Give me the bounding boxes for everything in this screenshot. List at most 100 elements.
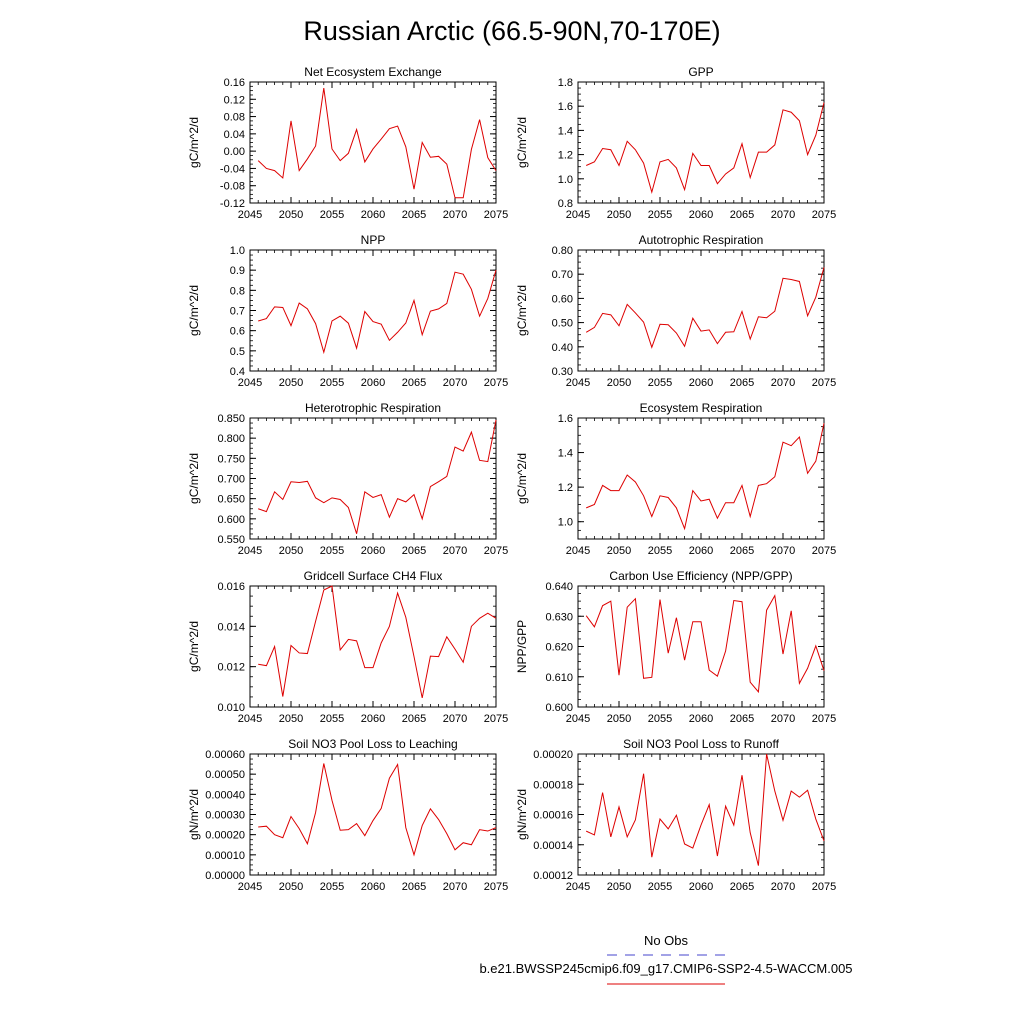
x-tick-label: 2045 [566, 545, 590, 557]
y-tick-label: -0.08 [220, 181, 245, 193]
x-tick-label: 2070 [771, 545, 795, 557]
legend: No Obs b.e21.BWSSP245cmip6.f09_g17.CMIP6… [479, 933, 853, 985]
y-tick-label: 1.2 [558, 482, 573, 494]
y-tick-label: 0.016 [217, 581, 245, 593]
chart-panel: Net Ecosystem Exchange gC/m^2/d 2045 2050 20… [187, 65, 508, 221]
series-line [585, 267, 825, 349]
panel-title: Heterotrophic Respiration [305, 401, 441, 415]
x-tick-label: 2060 [361, 713, 385, 725]
x-tick-label: 2050 [279, 881, 303, 893]
y-tick-label: 0.650 [217, 494, 245, 506]
y-tick-label: 0.30 [552, 366, 573, 378]
y-tick-label: 0.012 [217, 662, 245, 674]
x-tick-label: 2045 [238, 377, 262, 389]
panel-title: Carbon Use Efficiency (NPP/GPP) [609, 569, 792, 583]
y-tick-label: 0.8 [230, 285, 245, 297]
x-tick-label: 2065 [402, 713, 426, 725]
plot-frame [577, 417, 825, 540]
y-tick-label: 0.800 [217, 433, 245, 445]
y-tick-label: 0.014 [217, 621, 245, 633]
x-tick-label: 2045 [238, 881, 262, 893]
x-tick-label: 2075 [484, 545, 508, 557]
x-tick-label: 2065 [730, 545, 754, 557]
y-tick-label: 0.00050 [205, 769, 245, 781]
y-tick-label: 0.00000 [205, 870, 245, 882]
y-tick-label: 0.630 [545, 611, 573, 623]
chart-panel: NPP gC/m^2/d 2045 2050 2055 2060 2065 2070 2075 0… [187, 233, 508, 389]
x-tick-label: 2045 [566, 377, 590, 389]
y-tick-label: 0.00020 [533, 749, 573, 761]
x-tick-label: 2055 [320, 209, 344, 221]
y-tick-label: 0.6 [230, 326, 245, 338]
y-tick-label: 0.00018 [533, 779, 573, 791]
y-tick-label: 0.70 [552, 269, 573, 281]
x-tick-label: 2060 [689, 713, 713, 725]
y-tick-label: 0.08 [224, 112, 245, 124]
x-tick-label: 2075 [812, 209, 836, 221]
y-tick-label: 0.00020 [205, 830, 245, 842]
x-tick-label: 2060 [689, 209, 713, 221]
y-tick-label: 0.5 [230, 346, 245, 358]
y-axis-label: gC/m^2/d [515, 453, 529, 504]
figure-title: Russian Arctic (66.5-90N,70-170E) [303, 16, 720, 46]
y-axis-label: gC/m^2/d [187, 621, 201, 672]
plot-frame [577, 753, 825, 876]
y-tick-label: 0.00014 [533, 840, 573, 852]
panel-title: Net Ecosystem Exchange [304, 65, 442, 79]
x-tick-label: 2075 [812, 545, 836, 557]
plot-frame [577, 81, 825, 204]
series-line [585, 102, 825, 194]
y-tick-label: 0.640 [545, 581, 573, 593]
panel-title: NPP [361, 233, 386, 247]
x-tick-label: 2070 [771, 881, 795, 893]
y-tick-label: 0.010 [217, 702, 245, 714]
x-tick-label: 2050 [607, 545, 631, 557]
y-tick-label: 0.8 [558, 198, 573, 210]
y-tick-label: 0.40 [552, 342, 573, 354]
legend-model-label: b.e21.BWSSP245cmip6.f09_g17.CMIP6-SSP2-4… [479, 961, 852, 976]
x-tick-label: 2075 [484, 713, 508, 725]
x-tick-label: 2060 [361, 209, 385, 221]
series-line [585, 594, 825, 694]
x-tick-label: 2065 [730, 713, 754, 725]
x-tick-label: 2075 [812, 713, 836, 725]
plot-frame [249, 417, 497, 540]
chart-panel: Gridcell Surface CH4 Flux gC/m^2/d 2045 205… [187, 569, 508, 725]
y-tick-label: 0.600 [545, 702, 573, 714]
legend-obs-label: No Obs [644, 933, 689, 948]
y-axis-label: gC/m^2/d [515, 285, 529, 336]
plot-frame [249, 585, 497, 708]
y-tick-label: -0.12 [220, 198, 245, 210]
chart-panel: Soil NO3 Pool Loss to Leaching gN/m^2/d 20… [187, 737, 508, 893]
x-tick-label: 2065 [402, 545, 426, 557]
x-tick-label: 2070 [443, 377, 467, 389]
y-tick-label: 0.00040 [205, 789, 245, 801]
y-tick-label: 1.0 [558, 174, 573, 186]
y-tick-label: 0.16 [224, 77, 245, 89]
y-tick-label: 0.00060 [205, 749, 245, 761]
x-tick-label: 2055 [320, 545, 344, 557]
panel-title: Ecosystem Respiration [640, 401, 763, 415]
y-tick-label: 0.610 [545, 672, 573, 684]
y-axis-label: gC/m^2/d [187, 453, 201, 504]
y-tick-label: 1.4 [558, 125, 573, 137]
x-tick-label: 2060 [361, 377, 385, 389]
y-tick-label: 0.12 [224, 94, 245, 106]
x-tick-label: 2060 [689, 881, 713, 893]
y-tick-label: 0.600 [217, 514, 245, 526]
series-line [585, 753, 825, 866]
x-tick-label: 2050 [279, 209, 303, 221]
series-line [258, 270, 497, 355]
y-tick-label: 0.850 [217, 413, 245, 425]
x-tick-label: 2070 [771, 209, 795, 221]
x-tick-label: 2055 [648, 545, 672, 557]
series-line [257, 87, 497, 199]
y-axis-label: gN/m^2/d [187, 789, 201, 840]
panels: Net Ecosystem Exchange gC/m^2/d 2045 2050 20… [187, 65, 836, 893]
x-tick-label: 2050 [607, 881, 631, 893]
x-tick-label: 2075 [484, 377, 508, 389]
chart-panel: Autotrophic Respiration gC/m^2/d 2045 2050 2… [515, 233, 836, 389]
x-tick-label: 2070 [771, 377, 795, 389]
y-tick-label: 0.7 [230, 306, 245, 318]
